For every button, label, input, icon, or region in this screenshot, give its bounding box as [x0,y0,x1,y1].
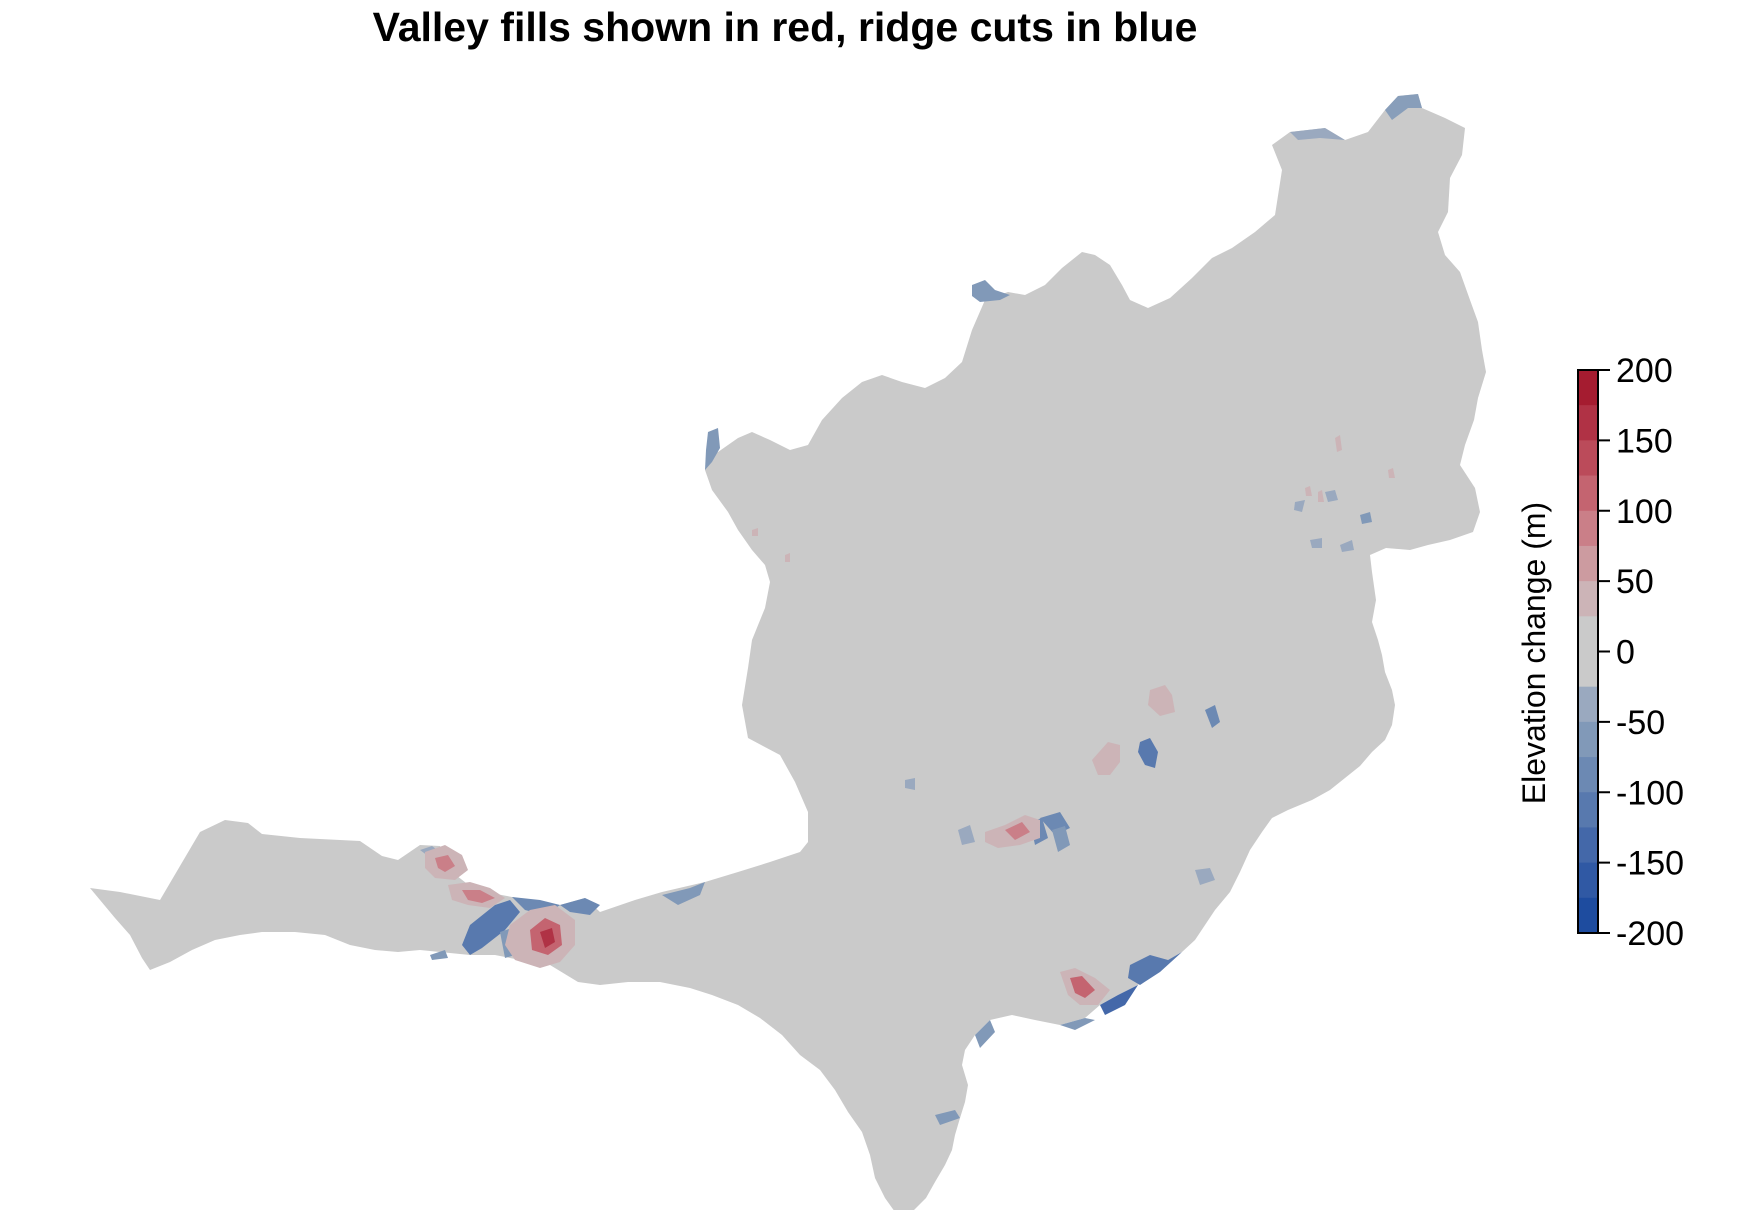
ridge-cut-patch [1294,500,1305,512]
color-bar-bin [1578,440,1598,477]
ridge-cut-patch [560,898,600,915]
ridge-cut-patch [1138,738,1158,768]
color-bar-bin [1578,510,1598,547]
ridge-cut-patch [430,950,448,960]
valley-fills [425,435,1395,1005]
color-bar-bin [1578,897,1598,934]
color-bar-bin [1578,827,1598,864]
map-title: Valley fills shown in red, ridge cuts in… [372,4,1198,50]
color-bar-bin [1578,616,1598,652]
color-bar-tick-label: -150 [1616,845,1684,883]
color-bar-bin [1578,545,1598,582]
valley-fill-patch [752,528,758,536]
color-bar [1577,369,1599,934]
valley-fill-patch [462,890,495,903]
valley-fill-patch [1092,742,1120,775]
ridge-cut-patch [972,280,1010,302]
color-bar-bin [1578,862,1598,899]
color-bar-bin [1578,581,1598,617]
ridge-cut-patch [975,1020,995,1048]
ridge-cut-patch [1128,952,1182,985]
legend-axis-title: Elevation change (m) [1516,502,1552,804]
ridge-cut-patch [1100,985,1138,1015]
valley-fill-patch [785,553,790,562]
color-bar-bin [1578,370,1598,406]
color-bar-bin [1578,792,1598,828]
ridge-cut-patch [1385,94,1422,120]
ridge-cut-patch [462,900,520,955]
ridge-cuts [420,94,1422,1125]
ridge-cut-patch [905,778,915,790]
color-bar-tick-label: 200 [1616,352,1673,390]
color-bar-tick-label: 150 [1616,422,1673,460]
ridge-cut-patch [1310,538,1322,548]
color-bar-tick-label: -100 [1616,774,1684,812]
ridge-cut-patch [1290,128,1345,140]
color-bar-bin [1578,721,1598,758]
valley-fill-patch [1335,435,1342,452]
ridge-cut-patch [958,825,975,845]
ridge-cut-patch [1340,540,1354,552]
valley-fill-patch [1388,468,1395,478]
valley-fill-patch [1318,490,1324,502]
study-area-region [90,94,1486,1210]
ridge-cut-patch [662,882,705,905]
color-bar-tick-label: 100 [1616,493,1673,531]
ridge-cut-patch [1360,512,1372,524]
color-bar-tick-label: 50 [1616,563,1654,601]
color-bar-bin [1578,651,1598,688]
color-bar-tick-label: -50 [1616,704,1665,742]
color-bar-tick-label: 0 [1616,634,1635,672]
ridge-cut-patch [1052,826,1070,852]
valley-fill-patch [435,855,455,872]
ridge-cut-patch [1205,705,1220,728]
valley-fill-patch [1005,822,1030,840]
color-bar-bin [1578,475,1598,512]
color-bar-bin [1578,686,1598,723]
ridge-cut-patch [935,1110,960,1125]
color-bar-tick-label: -200 [1616,915,1684,953]
ridge-cut-patch [1195,868,1215,885]
valley-fill-patch [540,928,555,948]
color-bar-ticks: 200 150 100 50 0 -50 -100 -150 -200 [1598,352,1684,953]
ridge-cut-patch [705,428,720,470]
valley-fill-patch [1148,685,1175,716]
valley-fill-patch [1305,486,1312,496]
ridge-cut-patch [1060,1018,1095,1030]
ridge-cut-patch [1325,490,1338,502]
color-bar-bin [1578,757,1598,793]
valley-fill-patch [1070,976,1095,998]
color-bar-bin [1578,405,1598,441]
